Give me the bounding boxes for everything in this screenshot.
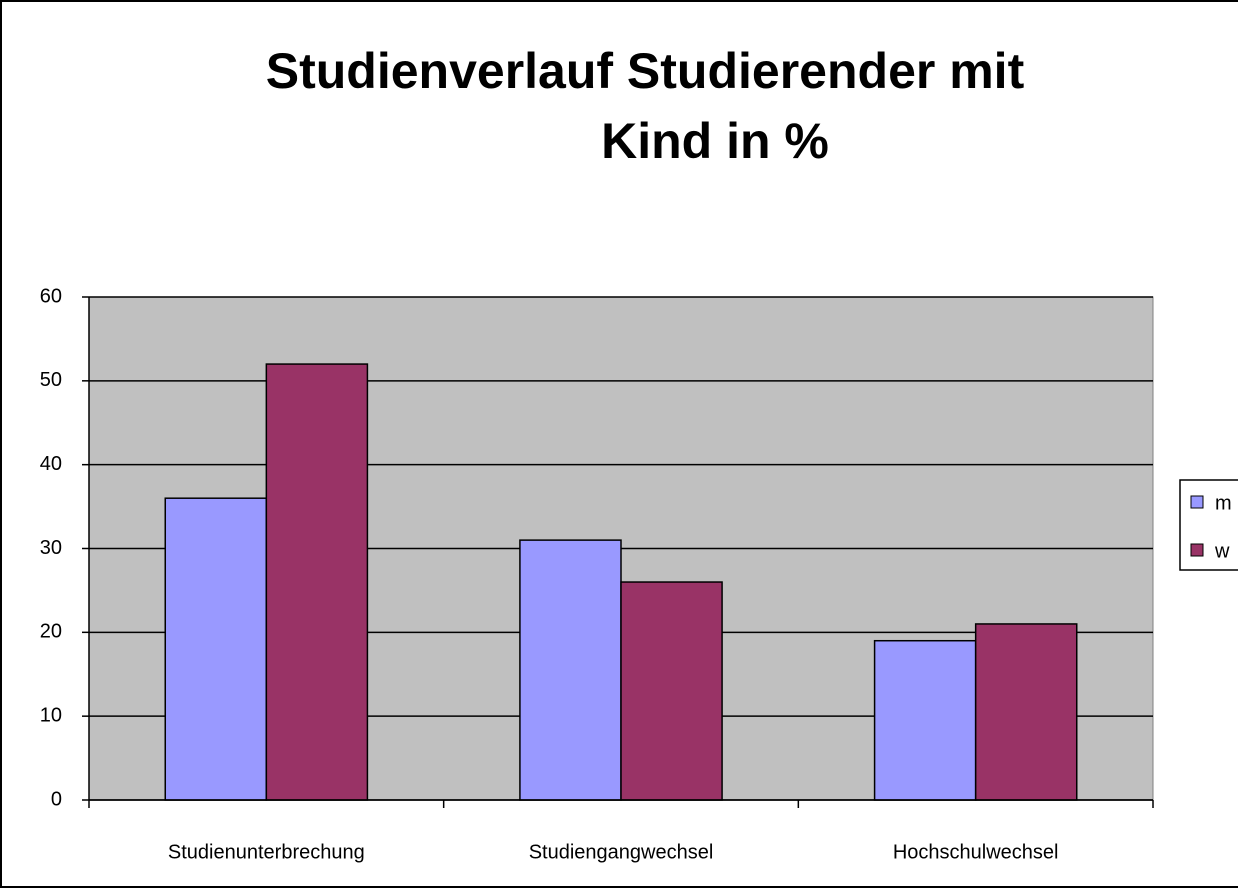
bar	[265, 363, 369, 801]
y-tick-label: 10	[40, 704, 62, 726]
bar	[873, 639, 977, 801]
bar	[519, 539, 622, 801]
legend-label: w	[1214, 540, 1230, 562]
y-tick-label: 60	[40, 285, 62, 307]
y-tick-label: 0	[51, 788, 62, 810]
y-tick-label: 50	[40, 369, 62, 391]
legend-box	[1179, 479, 1238, 571]
y-tick-label: 30	[40, 537, 62, 559]
bar	[620, 581, 723, 801]
chart-title: Studienverlauf Studierender mit	[266, 43, 1025, 99]
legend-swatch	[1190, 495, 1204, 509]
x-tick-label: Studiengangwechsel	[529, 841, 714, 863]
chart-title: Kind in %	[601, 113, 829, 169]
bar	[164, 497, 268, 801]
x-tick-label: Hochschulwechsel	[893, 841, 1059, 863]
legend-label: m	[1215, 492, 1232, 514]
y-tick-label: 20	[40, 621, 62, 643]
legend-swatch	[1190, 543, 1204, 557]
x-tick-label: Studienunterbrechung	[168, 841, 365, 863]
y-tick-label: 40	[40, 453, 62, 475]
bar	[974, 623, 1078, 801]
